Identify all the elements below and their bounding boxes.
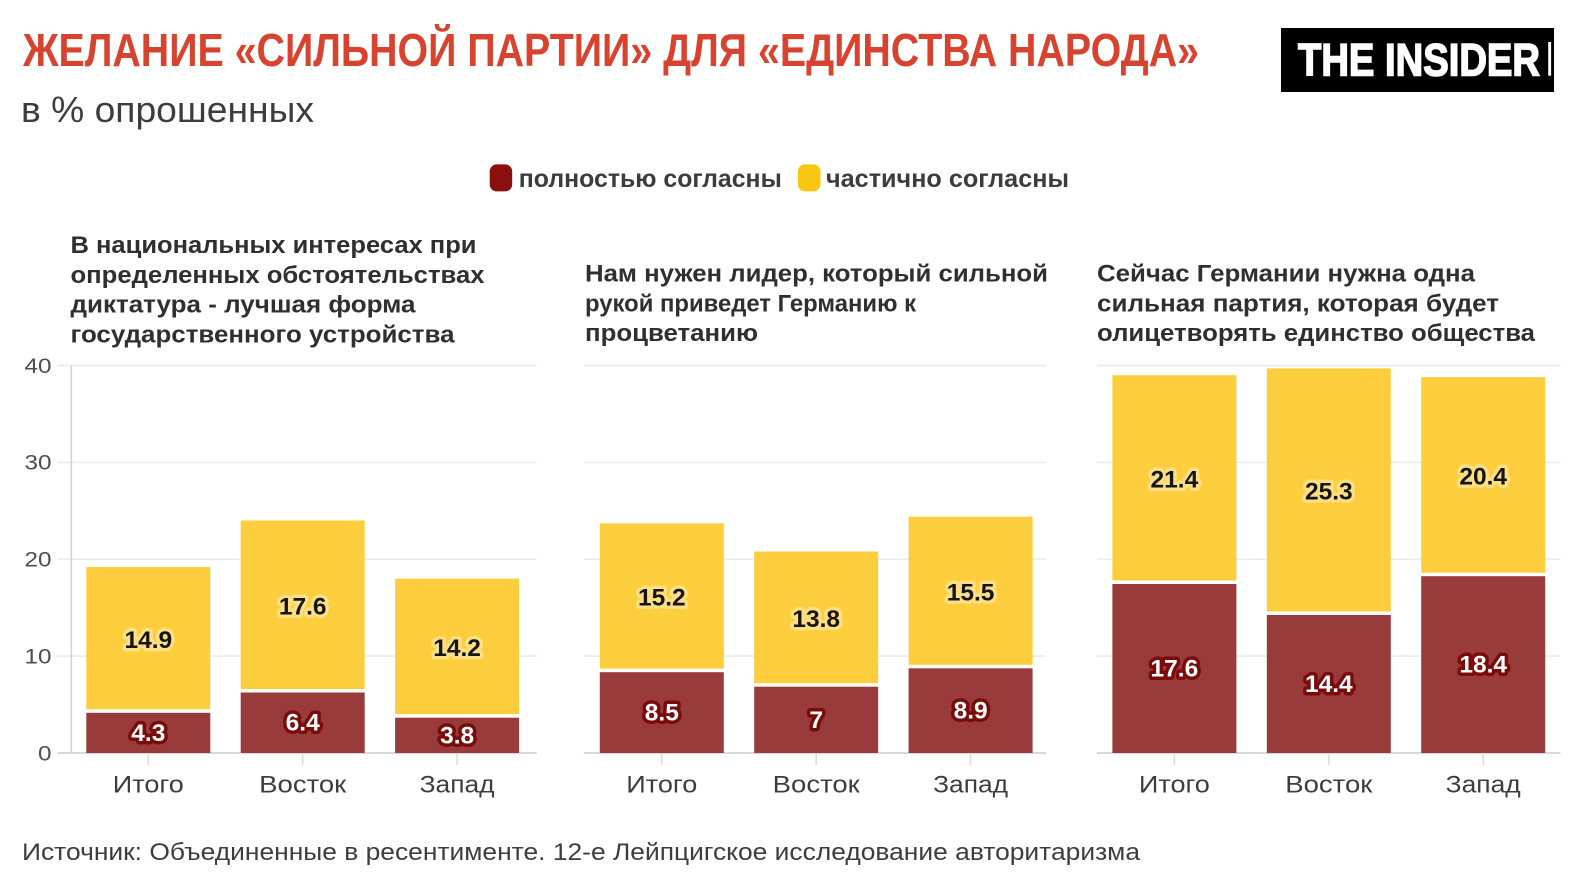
- svg-text:14.9: 14.9: [124, 627, 172, 654]
- svg-text:7: 7: [809, 707, 823, 734]
- svg-text:21.4: 21.4: [1151, 467, 1199, 494]
- svg-text:Источник: Объединенные в ресен: Источник: Объединенные в ресентименте. 1…: [22, 839, 1140, 866]
- svg-text:полностью согласны: полностью согласны: [519, 165, 782, 193]
- svg-text:15.2: 15.2: [638, 585, 686, 612]
- svg-text:0: 0: [38, 741, 52, 765]
- svg-text:Восток: Восток: [773, 772, 860, 799]
- svg-text:8.5: 8.5: [645, 700, 679, 727]
- svg-text:диктатура - лучшая форма: диктатура - лучшая форма: [71, 292, 417, 319]
- svg-text:Итого: Итого: [626, 772, 697, 799]
- svg-text:20: 20: [25, 548, 52, 572]
- svg-text:3.8: 3.8: [440, 722, 474, 749]
- svg-text:18.4: 18.4: [1459, 652, 1507, 679]
- svg-text:25.3: 25.3: [1305, 479, 1353, 506]
- svg-text:40: 40: [25, 354, 52, 378]
- svg-text:14.4: 14.4: [1305, 671, 1353, 698]
- svg-text:30: 30: [25, 451, 52, 475]
- svg-text:частично согласны: частично согласны: [826, 165, 1069, 193]
- svg-text:Запад: Запад: [1446, 772, 1521, 799]
- svg-text:процветанию: процветанию: [585, 320, 758, 347]
- svg-text:Запад: Запад: [420, 772, 495, 799]
- svg-text:4.3: 4.3: [131, 720, 165, 747]
- svg-text:сильная партия, которая будет: сильная партия, которая будет: [1097, 290, 1499, 317]
- svg-text:В национальных интересах при: В национальных интересах при: [71, 232, 477, 259]
- svg-text:рукой приведет Германию к: рукой приведет Германию к: [585, 290, 917, 317]
- svg-text:6.4: 6.4: [286, 710, 320, 737]
- svg-text:13.8: 13.8: [792, 606, 840, 633]
- svg-text:в % опрошенных: в % опрошенных: [21, 89, 314, 130]
- svg-text:Нам нужен лидер, который сильн: Нам нужен лидер, который сильной: [585, 261, 1048, 288]
- svg-text:Запад: Запад: [933, 772, 1008, 799]
- svg-text:8.9: 8.9: [954, 698, 988, 725]
- svg-text:15.5: 15.5: [947, 579, 995, 606]
- svg-text:17.6: 17.6: [1151, 656, 1199, 683]
- svg-text:10: 10: [25, 644, 52, 668]
- svg-text:олицетворять единство общества: олицетворять единство общества: [1097, 320, 1536, 347]
- svg-text:определенных обстоятельствах: определенных обстоятельствах: [71, 262, 486, 289]
- svg-text:17.6: 17.6: [279, 594, 327, 621]
- svg-text:THE INSIDER: THE INSIDER: [1298, 35, 1540, 86]
- svg-text:14.2: 14.2: [433, 635, 481, 662]
- svg-text:Сейчас Германии нужна одна: Сейчас Германии нужна одна: [1097, 261, 1476, 288]
- svg-text:20.4: 20.4: [1459, 464, 1507, 491]
- svg-text:ЖЕЛАНИЕ «СИЛЬНОЙ ПАРТИИ» ДЛЯ «: ЖЕЛАНИЕ «СИЛЬНОЙ ПАРТИИ» ДЛЯ «ЕДИНСТВА Н…: [22, 24, 1199, 76]
- svg-text:Восток: Восток: [259, 772, 346, 799]
- svg-text:государственного устройства: государственного устройства: [71, 321, 456, 348]
- svg-text:Итого: Итого: [1139, 772, 1210, 799]
- svg-text:Итого: Итого: [113, 772, 184, 799]
- svg-text:Восток: Восток: [1285, 772, 1372, 799]
